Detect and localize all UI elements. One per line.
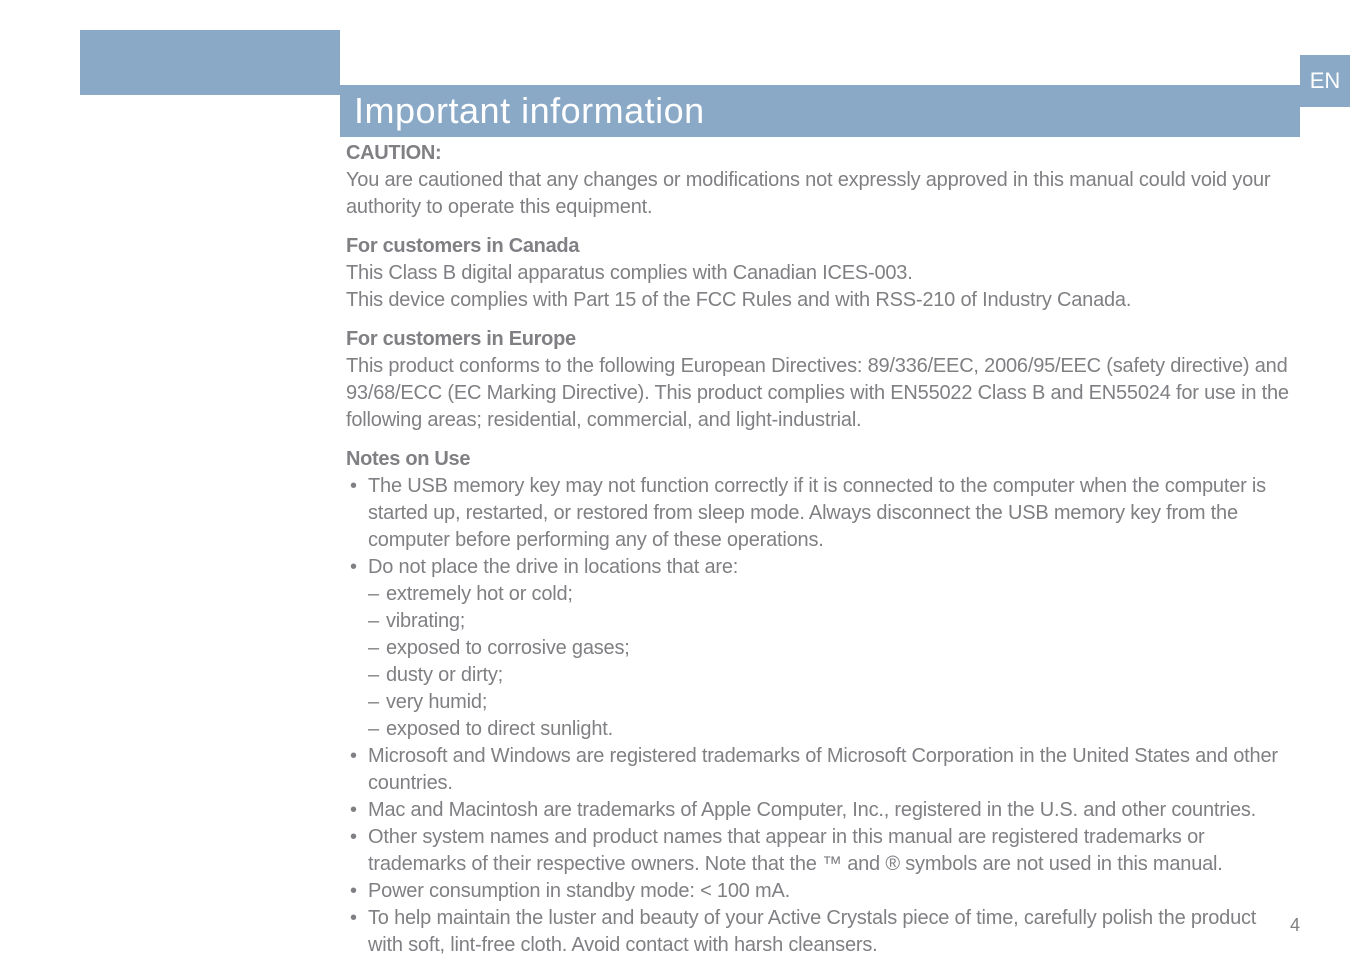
sublist-item: very humid; xyxy=(368,689,1294,716)
europe-body: This product conforms to the following E… xyxy=(346,353,1294,434)
canada-line2: This device complies with Part 15 of the… xyxy=(346,289,1131,311)
list-item: Other system names and product names tha… xyxy=(346,824,1294,878)
sublist-item: vibrating; xyxy=(368,608,1294,635)
notes-heading: Notes on Use xyxy=(346,448,1294,471)
caution-heading: CAUTION: xyxy=(346,142,1294,165)
sublist-item: exposed to corrosive gases; xyxy=(368,635,1294,662)
list-item-text: Do not place the drive in locations that… xyxy=(368,556,738,578)
decorative-blue-block xyxy=(80,30,340,95)
page-frame: Important information CAUTION: You are c… xyxy=(50,30,1300,920)
page-title: Important information xyxy=(354,90,705,132)
sublist-item: dusty or dirty; xyxy=(368,662,1294,689)
canada-body: This Class B digital apparatus complies … xyxy=(346,260,1294,314)
content-area: CAUTION: You are cautioned that any chan… xyxy=(346,142,1294,959)
canada-heading: For customers in Canada xyxy=(346,235,1294,258)
sublist-item: exposed to direct sunlight. xyxy=(368,716,1294,743)
locations-sublist: extremely hot or cold; vibrating; expose… xyxy=(368,581,1294,743)
list-item: Power consumption in standby mode: < 100… xyxy=(346,878,1294,905)
sublist-item: extremely hot or cold; xyxy=(368,581,1294,608)
list-item: To help maintain the luster and beauty o… xyxy=(346,905,1294,959)
caution-body: You are cautioned that any changes or mo… xyxy=(346,167,1294,221)
page-number: 4 xyxy=(1290,915,1300,936)
list-item: Do not place the drive in locations that… xyxy=(346,554,1294,743)
list-item: Microsoft and Windows are registered tra… xyxy=(346,743,1294,797)
list-item: Mac and Macintosh are trademarks of Appl… xyxy=(346,797,1294,824)
canada-line1: This Class B digital apparatus complies … xyxy=(346,262,913,284)
europe-heading: For customers in Europe xyxy=(346,328,1294,351)
header-bar: Important information xyxy=(340,85,1300,137)
notes-list: The USB memory key may not function corr… xyxy=(346,473,1294,959)
language-tab: EN xyxy=(1300,55,1350,107)
list-item: The USB memory key may not function corr… xyxy=(346,473,1294,554)
